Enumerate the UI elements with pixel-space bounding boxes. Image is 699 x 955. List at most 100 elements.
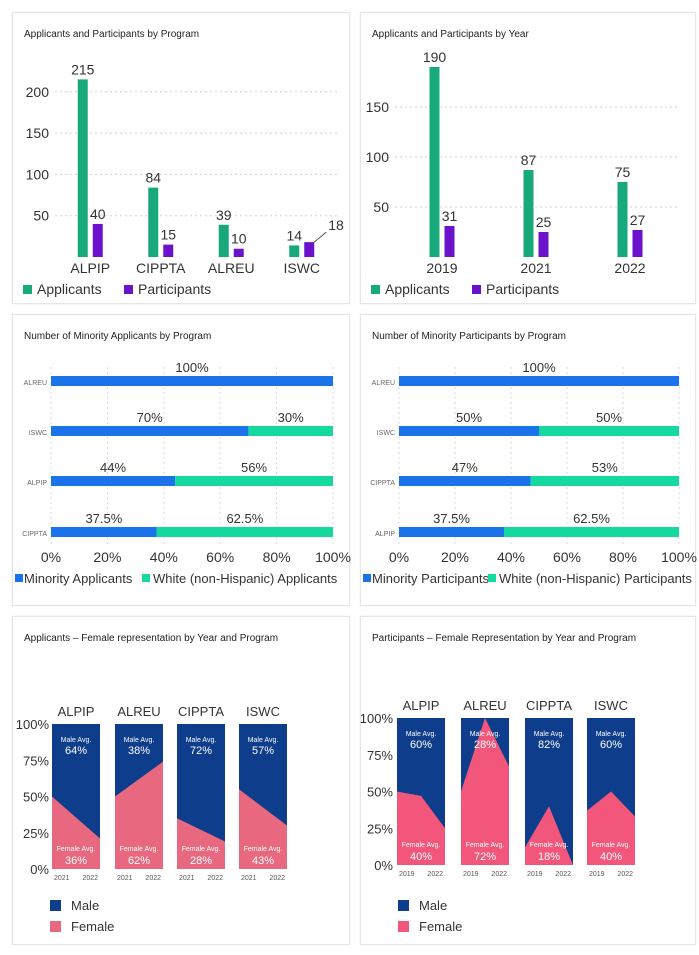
male-avg-value: 38%: [128, 745, 150, 757]
male-avg-label: Male Avg.: [596, 731, 627, 738]
bar-participants: [538, 232, 549, 257]
legend-swatch-minority: [15, 574, 23, 582]
y-tick-label: CIPPTA: [22, 531, 47, 538]
female-avg-label: Female Avg.: [182, 846, 221, 853]
y-tick-label: ISWC: [29, 430, 47, 437]
y-tick-label: 0%: [30, 862, 49, 877]
male-avg-label: Male Avg.: [124, 737, 155, 744]
bar-segment-minority: [51, 426, 249, 436]
program-label: CIPPTA: [178, 704, 224, 719]
bar-applicants: [77, 79, 88, 258]
bar-segment-white: [156, 527, 333, 537]
female-area: [177, 818, 225, 869]
panel-title: Applicants and Participants by Year: [372, 29, 529, 40]
x-tick-label: 20%: [441, 549, 469, 565]
male-avg-label: Male Avg.: [406, 731, 437, 738]
bar-segment-minority: [51, 527, 157, 537]
bar-participants: [632, 230, 643, 257]
panel-applicants-participants-by-program: Applicants and Participants by Program 5…: [12, 12, 350, 304]
data-label: 14: [286, 227, 302, 243]
legend-label-minority: Minority Applicants: [24, 571, 133, 586]
y-tick-label: 150: [366, 99, 390, 115]
data-label: 56%: [241, 460, 267, 475]
bar-participants: [444, 226, 455, 257]
y-tick-label: 100: [26, 166, 50, 182]
data-label: 10: [231, 231, 247, 247]
y-tick-label: 0%: [374, 858, 393, 873]
bar-segment-white: [539, 426, 679, 436]
x-tick-label: 2022: [145, 875, 161, 882]
data-label: 62.5%: [226, 511, 263, 526]
x-tick-label: 2021: [241, 875, 257, 882]
bar-segment-white: [504, 527, 679, 537]
data-label: 100%: [522, 360, 556, 375]
bar-participants: [163, 244, 174, 257]
x-tick-label: 80%: [609, 549, 637, 565]
x-tick-label: 80%: [263, 549, 291, 565]
program-label: ISWC: [246, 704, 280, 719]
x-tick-label: 2022: [207, 875, 223, 882]
male-avg-label: Male Avg.: [534, 731, 565, 738]
female-avg-label: Female Avg.: [592, 842, 631, 849]
x-tick-label: 2022: [555, 871, 571, 878]
legend-label-participants: Participants: [486, 281, 559, 297]
data-label: 18: [328, 217, 344, 233]
program-label: ALREU: [463, 698, 506, 713]
x-tick-label: 40%: [497, 549, 525, 565]
female-avg-value: 18%: [538, 851, 560, 863]
data-label: 190: [423, 49, 447, 65]
male-avg-value: 57%: [252, 745, 274, 757]
x-tick-label: 2022: [491, 871, 507, 878]
y-tick-label: ALPIP: [375, 531, 395, 538]
panel-minority-applicants-by-program: Number of Minority Applicants by Program…: [12, 314, 351, 606]
y-tick-label: 50%: [367, 785, 393, 800]
legend-swatch-applicants: [371, 285, 380, 294]
x-tick-label: 2019: [589, 871, 605, 878]
data-label: 62.5%: [573, 511, 610, 526]
data-label: 84: [145, 170, 161, 186]
x-tick-label: 2021: [54, 875, 70, 882]
male-avg-value: 60%: [410, 739, 432, 751]
program-label: ISWC: [594, 698, 628, 713]
legend-label-female: Female: [419, 919, 462, 934]
female-avg-value: 43%: [252, 855, 274, 867]
data-label: 70%: [137, 410, 163, 425]
legend-label-applicants: Applicants: [37, 281, 102, 297]
x-tick-label: 2022: [269, 875, 285, 882]
bar-applicants: [289, 245, 300, 257]
legend-label-female: Female: [71, 919, 114, 934]
female-avg-label: Female Avg.: [244, 846, 283, 853]
data-label: 27: [630, 212, 646, 228]
legend-label-male: Male: [419, 898, 447, 913]
x-tick-label: 100%: [315, 549, 351, 565]
bar-segment-minority: [399, 527, 504, 537]
female-avg-value: 62%: [128, 855, 150, 867]
female-avg-label: Female Avg.: [120, 846, 159, 853]
panel-title: Participants – Female Representation by …: [372, 633, 637, 644]
female-avg-value: 40%: [600, 851, 622, 863]
legend-swatch-applicants: [23, 285, 32, 294]
x-tick-label: 2022: [614, 260, 645, 276]
data-label: 100%: [175, 360, 209, 375]
legend-swatch-white: [142, 574, 150, 582]
bar-segment-minority: [399, 426, 539, 436]
legend-swatch-female: [50, 921, 61, 932]
panel-applicants-participants-by-year: Applicants and Participants by Year 50 10…: [360, 12, 696, 304]
female-area: [239, 789, 287, 869]
female-avg-label: Female Avg.: [530, 842, 569, 849]
panel-minority-participants-by-program: Number of Minority Participants by Progr…: [360, 314, 697, 606]
x-tick-label: 2019: [399, 871, 415, 878]
data-label: 50%: [596, 410, 622, 425]
bar-applicants: [218, 224, 229, 257]
data-label: 75: [615, 164, 631, 180]
legend-swatch-male: [50, 900, 61, 911]
female-area: [115, 761, 163, 869]
female-avg-value: 40%: [410, 851, 432, 863]
chart-applicants-participants-by-year: 50 100 150 190 31 2019 87 25 2021 75 27 2022 Applica…: [366, 49, 677, 297]
x-tick-label: ALREU: [208, 260, 255, 276]
legend-label-applicants: Applicants: [385, 281, 450, 297]
x-tick-label: ISWC: [283, 260, 320, 276]
data-label: 31: [442, 208, 458, 224]
y-tick-label: 200: [26, 84, 50, 100]
